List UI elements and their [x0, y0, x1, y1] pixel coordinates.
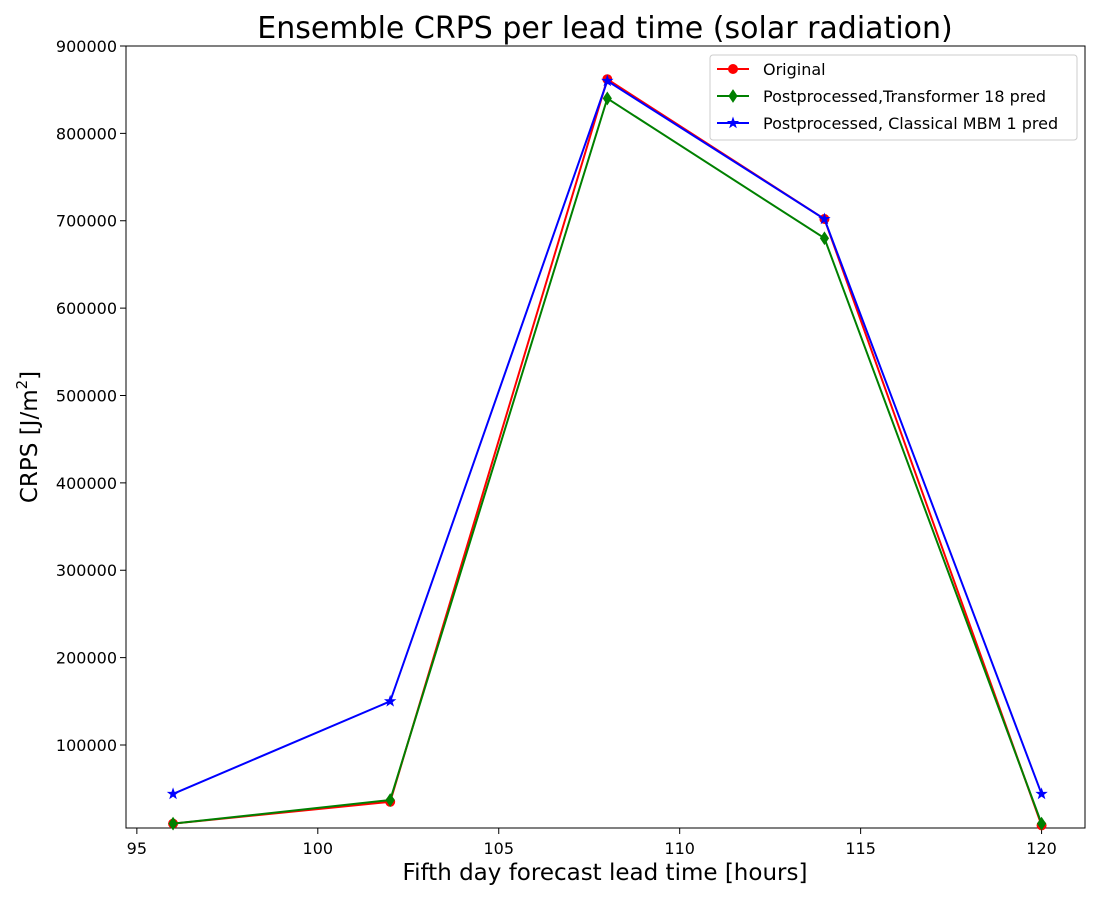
- y-tick-label: 700000: [56, 212, 117, 231]
- x-tick-label: 105: [483, 839, 514, 858]
- x-tick-label: 120: [1026, 839, 1057, 858]
- legend: Original Postprocessed,Transformer 18 pre…: [709, 54, 1078, 141]
- legend-marker: [728, 89, 738, 103]
- series-2: [166, 74, 1048, 800]
- x-tick-label: 95: [127, 839, 147, 858]
- x-tick-label: 100: [303, 839, 334, 858]
- data-point: [383, 694, 397, 707]
- y-tick-label: 800000: [56, 124, 117, 143]
- series-1: [168, 91, 1047, 831]
- y-tick-label: 200000: [56, 649, 117, 668]
- data-point: [818, 212, 831, 225]
- data-point: [168, 816, 178, 831]
- data-point: [1036, 816, 1047, 831]
- y-tick-label: 400000: [56, 474, 117, 493]
- data-point: [385, 793, 395, 807]
- y-tick-label: 100000: [56, 736, 117, 755]
- data-point: [602, 91, 612, 106]
- x-tick-label: 110: [664, 839, 695, 858]
- x-axis: 95 100 105 110 115 120: [127, 828, 1057, 858]
- y-axis: 100000 200000 300000 400000 500000 600000 7000…: [56, 37, 126, 755]
- y-tick-label: 600000: [56, 299, 117, 318]
- data-point: [601, 74, 614, 87]
- legend-item: Postprocessed, Classical MBM 1 pred: [717, 114, 1058, 133]
- data-point: [1035, 787, 1048, 800]
- legend-box: [709, 54, 1078, 141]
- data-point: [166, 787, 180, 800]
- legend-label: Postprocessed, Classical MBM 1 pred: [763, 114, 1058, 133]
- y-axis-label: CRPS [J/m2]: [13, 371, 43, 503]
- y-tick-label: 500000: [56, 386, 117, 405]
- legend-marker: [728, 64, 738, 74]
- legend-label: Original: [763, 60, 826, 79]
- legend-label: Postprocessed,Transformer 18 pred: [763, 87, 1046, 106]
- legend-item: Postprocessed,Transformer 18 pred: [717, 87, 1046, 106]
- y-tick-label: 300000: [56, 561, 117, 580]
- y-tick-label: 900000: [56, 37, 117, 56]
- x-axis-label: Fifth day forecast lead time [hours]: [403, 860, 808, 886]
- legend-marker: [726, 116, 740, 129]
- plot-area: [125, 45, 1086, 829]
- data-point: [819, 231, 830, 246]
- series-group: [166, 74, 1048, 831]
- chart-title: Ensemble CRPS per lead time (solar radia…: [257, 11, 952, 46]
- legend-item: Original: [717, 60, 826, 79]
- x-tick-label: 115: [845, 839, 876, 858]
